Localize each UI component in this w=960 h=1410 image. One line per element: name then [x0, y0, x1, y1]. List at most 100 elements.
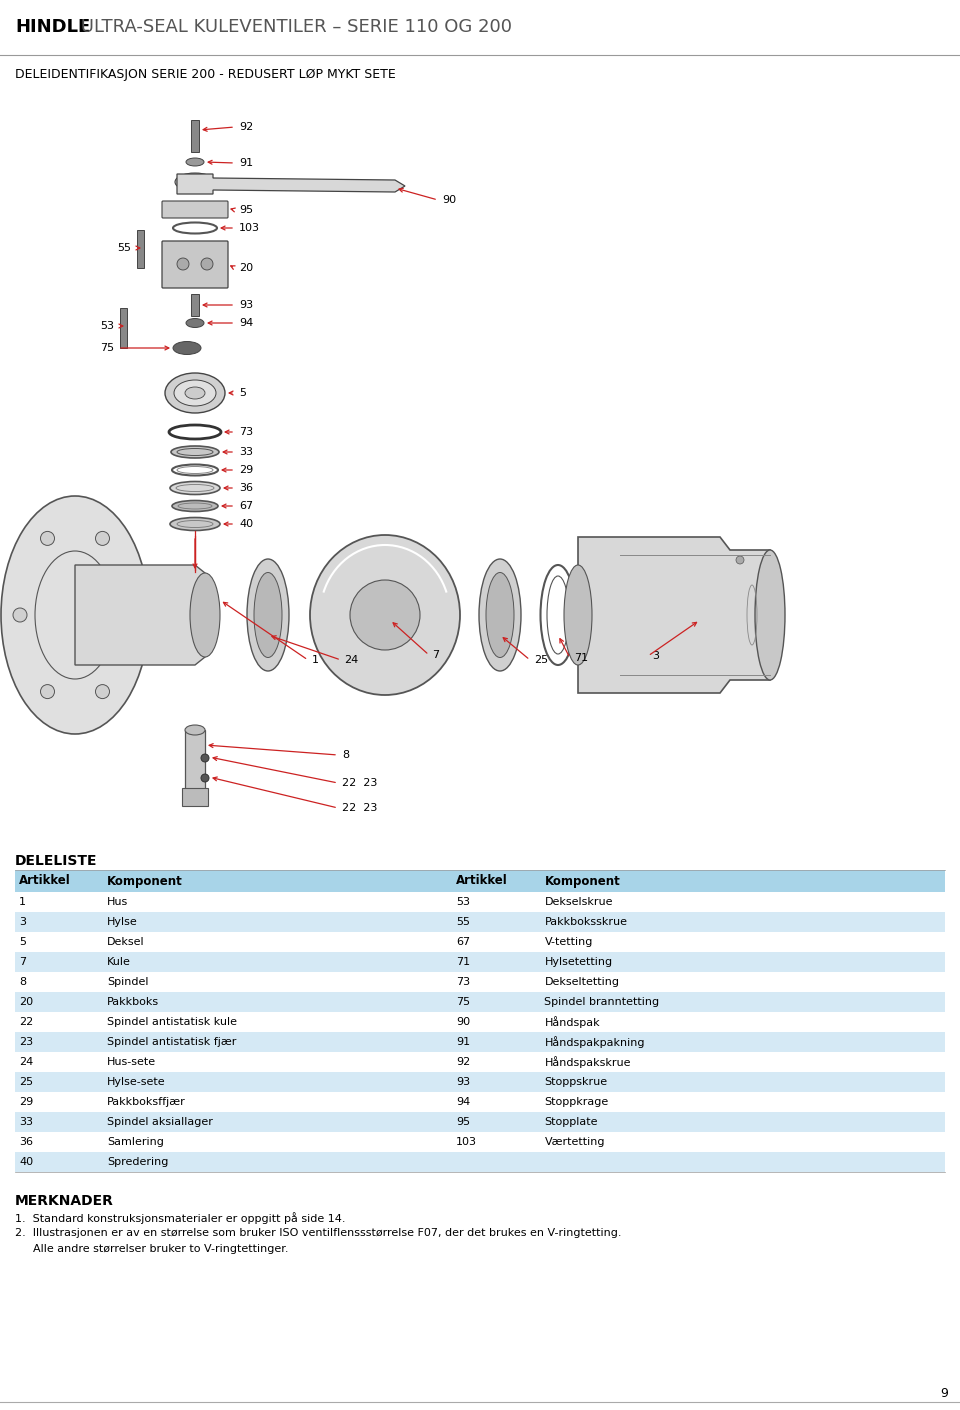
- Text: DELEIDENTIFIKASJON SERIE 200 - REDUSERT LØP MYKT SETE: DELEIDENTIFIKASJON SERIE 200 - REDUSERT …: [15, 68, 396, 80]
- Text: 25: 25: [534, 656, 548, 666]
- Circle shape: [40, 532, 55, 546]
- Text: 92: 92: [456, 1058, 470, 1067]
- Polygon shape: [177, 173, 405, 195]
- Text: Alle andre størrelser bruker to V-ringtettinger.: Alle andre størrelser bruker to V-ringte…: [33, 1244, 289, 1253]
- Text: 36: 36: [239, 484, 253, 494]
- Ellipse shape: [171, 446, 219, 458]
- Text: 71: 71: [456, 957, 470, 967]
- Circle shape: [736, 556, 744, 564]
- Text: Hylse: Hylse: [108, 916, 138, 926]
- Bar: [191, 120, 199, 152]
- Text: 94: 94: [239, 319, 253, 329]
- FancyBboxPatch shape: [162, 202, 228, 219]
- Ellipse shape: [185, 386, 205, 399]
- Circle shape: [95, 685, 109, 698]
- Text: 2.  Illustrasjonen er av en størrelse som bruker ISO ventilflenssstørrelse F07, : 2. Illustrasjonen er av en størrelse som…: [15, 1228, 621, 1238]
- Text: 53: 53: [456, 897, 470, 907]
- Text: 8: 8: [19, 977, 26, 987]
- Ellipse shape: [174, 381, 216, 406]
- Text: 9: 9: [940, 1387, 948, 1400]
- Text: 75: 75: [456, 997, 470, 1007]
- Bar: [15, 1112, 945, 1132]
- Text: Hus-sete: Hus-sete: [108, 1058, 156, 1067]
- Text: Stoppkrage: Stoppkrage: [544, 1097, 609, 1107]
- Bar: [15, 993, 945, 1012]
- Text: Værtetting: Værtetting: [544, 1136, 605, 1146]
- Text: Spindel: Spindel: [108, 977, 149, 987]
- Bar: [15, 952, 945, 971]
- Ellipse shape: [186, 158, 204, 166]
- Text: HINDLE: HINDLE: [15, 18, 90, 37]
- Text: 1: 1: [19, 897, 26, 907]
- Text: Artikkel: Artikkel: [456, 874, 508, 887]
- Text: Hylse-sete: Hylse-sete: [108, 1077, 166, 1087]
- Ellipse shape: [173, 341, 201, 354]
- Text: ULTRA-SEAL KULEVENTILER – SERIE 110 OG 200: ULTRA-SEAL KULEVENTILER – SERIE 110 OG 2…: [75, 18, 512, 37]
- Text: 22  23: 22 23: [342, 804, 377, 814]
- Text: 90: 90: [456, 1017, 470, 1026]
- Text: Håndspakskrue: Håndspakskrue: [544, 1056, 631, 1067]
- Bar: [15, 1072, 945, 1091]
- Text: 24: 24: [19, 1058, 34, 1067]
- Ellipse shape: [201, 258, 213, 269]
- Bar: [15, 870, 945, 893]
- Text: Spindel antistatisk kule: Spindel antistatisk kule: [108, 1017, 237, 1026]
- Text: 33: 33: [239, 447, 253, 457]
- Text: 91: 91: [456, 1036, 470, 1048]
- Ellipse shape: [254, 572, 282, 657]
- Text: Kule: Kule: [108, 957, 132, 967]
- Text: Hylsetetting: Hylsetetting: [544, 957, 612, 967]
- Ellipse shape: [1, 496, 149, 735]
- Text: 73: 73: [239, 427, 253, 437]
- Text: 29: 29: [19, 1097, 34, 1107]
- Text: Stopplate: Stopplate: [544, 1117, 598, 1127]
- Bar: [15, 912, 945, 932]
- Text: Samlering: Samlering: [108, 1136, 164, 1146]
- Circle shape: [123, 608, 137, 622]
- Text: Håndspakpakning: Håndspakpakning: [544, 1036, 645, 1048]
- Text: 67: 67: [456, 938, 470, 948]
- Text: Håndspak: Håndspak: [544, 1017, 600, 1028]
- Text: 5: 5: [239, 388, 246, 398]
- Text: 40: 40: [239, 519, 253, 529]
- Ellipse shape: [186, 319, 204, 327]
- Ellipse shape: [172, 501, 218, 512]
- Text: 67: 67: [239, 501, 253, 510]
- Text: 73: 73: [456, 977, 470, 987]
- Text: Pakkboksffjær: Pakkboksffjær: [108, 1097, 186, 1107]
- Text: 22: 22: [19, 1017, 34, 1026]
- Ellipse shape: [201, 754, 209, 761]
- Ellipse shape: [486, 572, 514, 657]
- Text: 7: 7: [432, 650, 439, 660]
- Ellipse shape: [185, 725, 205, 735]
- Polygon shape: [578, 537, 770, 692]
- Text: 7: 7: [19, 957, 26, 967]
- Bar: [15, 1032, 945, 1052]
- Text: 55: 55: [456, 916, 470, 926]
- Circle shape: [13, 608, 27, 622]
- Ellipse shape: [564, 565, 592, 666]
- Text: Spindel branntetting: Spindel branntetting: [544, 997, 660, 1007]
- Bar: [191, 295, 199, 316]
- Text: Spindel antistatisk fjær: Spindel antistatisk fjær: [108, 1036, 237, 1048]
- Ellipse shape: [755, 550, 785, 680]
- Text: 93: 93: [239, 300, 253, 310]
- Text: 92: 92: [239, 123, 253, 133]
- Text: 103: 103: [239, 223, 260, 233]
- Text: 91: 91: [239, 158, 253, 168]
- Text: 95: 95: [456, 1117, 470, 1127]
- Ellipse shape: [170, 481, 220, 495]
- Circle shape: [40, 685, 55, 698]
- Text: Artikkel: Artikkel: [19, 874, 71, 887]
- Bar: [182, 788, 208, 807]
- Ellipse shape: [170, 517, 220, 530]
- Text: 33: 33: [19, 1117, 33, 1127]
- Text: DELELISTE: DELELISTE: [15, 854, 98, 869]
- Ellipse shape: [201, 774, 209, 783]
- Ellipse shape: [190, 572, 220, 657]
- Ellipse shape: [350, 580, 420, 650]
- Text: Stoppskrue: Stoppskrue: [544, 1077, 608, 1087]
- Text: 20: 20: [239, 264, 253, 274]
- Text: 5: 5: [19, 938, 26, 948]
- Text: Pakkboksskrue: Pakkboksskrue: [544, 916, 628, 926]
